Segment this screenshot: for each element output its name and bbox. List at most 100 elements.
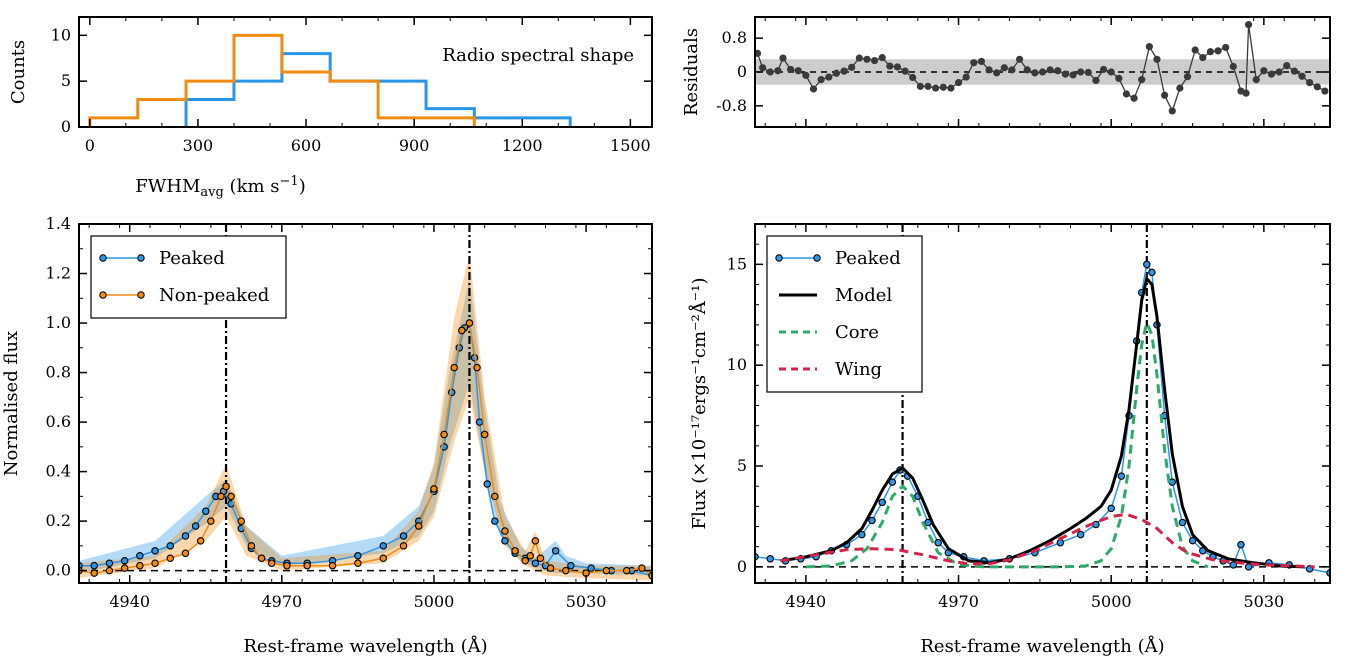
- y-tick-label: 10: [51, 25, 71, 44]
- resid-point: [766, 68, 774, 76]
- flux-point-peaked: [868, 516, 876, 525]
- x-tick-label: 600: [291, 136, 322, 155]
- flux-point-peaked: [1107, 504, 1115, 513]
- resid-point: [1023, 66, 1031, 74]
- legend-label-peaked: Peaked: [159, 248, 225, 269]
- norm-point-non_peaked: [207, 517, 215, 525]
- hist-xlabel: FWHMavg (km s−1): [135, 174, 305, 200]
- resid-point: [1252, 76, 1260, 84]
- resid-point: [755, 49, 762, 57]
- norm-band-peaked: [79, 278, 652, 576]
- resid-point: [863, 55, 871, 63]
- x-tick-label: 4970: [938, 592, 979, 611]
- flux-point-peaked: [1229, 561, 1238, 569]
- norm-point-non_peaked: [562, 566, 570, 575]
- resid-point: [993, 69, 1001, 77]
- resid-point: [1092, 76, 1100, 85]
- norm-point-non_peaked: [181, 549, 190, 558]
- y-tick-label: 0: [737, 62, 747, 81]
- flux-point-peaked: [1056, 538, 1065, 547]
- norm-point-non_peaked: [536, 554, 545, 562]
- norm-point-non_peaked: [430, 485, 438, 493]
- resid-point: [954, 78, 963, 87]
- resid-point: [1313, 83, 1321, 91]
- resid-point: [985, 66, 993, 74]
- norm-point-peaked: [475, 418, 484, 426]
- norm-point-peaked: [483, 480, 491, 488]
- norm-point-non_peaked: [217, 492, 225, 501]
- resid-point: [1267, 70, 1276, 78]
- norm-point-non_peaked: [120, 564, 129, 572]
- norm-point-non_peaked: [638, 564, 646, 572]
- norm-point-peaked: [531, 559, 540, 567]
- flux-point-peaked: [1148, 268, 1156, 277]
- resid-point: [779, 54, 787, 62]
- resid-point: [809, 85, 818, 93]
- legend-label-wing: Wing: [835, 359, 882, 380]
- norm-ylabel: Normalised flux: [1, 331, 22, 476]
- norm-point-non_peaked: [480, 430, 489, 439]
- resid-point: [878, 54, 886, 62]
- resid-point: [1229, 62, 1237, 71]
- y-tick-label: 0.8: [46, 363, 71, 382]
- norm-point-peaked: [587, 564, 595, 572]
- norm-point-peaked: [181, 532, 190, 540]
- flux-point-peaked: [858, 530, 866, 539]
- flux-line-wing: [780, 512, 1315, 569]
- norm-point-non_peaked: [247, 542, 256, 550]
- resid-point: [1138, 76, 1146, 84]
- norm-point-non_peaked: [473, 363, 481, 372]
- y-tick-label: 1.0: [46, 313, 71, 332]
- norm-point-peaked: [354, 552, 362, 560]
- resid-point: [840, 67, 848, 75]
- y-tick-label: 10: [727, 355, 747, 374]
- legend-marker: [99, 291, 107, 299]
- legend-label-model: Model: [835, 285, 892, 306]
- norm-ticks: 4940 4970 5000 5030 0.0 0.2 0.4 0.6 0.8 1.0 1.2 1.4: [46, 214, 652, 611]
- norm-point-peaked: [90, 561, 98, 570]
- norm-point-peaked: [399, 532, 408, 540]
- resid-point: [1161, 91, 1169, 99]
- resid-point: [1038, 68, 1047, 76]
- norm-point-non_peaked: [227, 492, 235, 501]
- norm-point-non_peaked: [465, 319, 474, 327]
- resid-point: [893, 63, 902, 71]
- resid-point: [1290, 67, 1298, 75]
- legend-marker: [137, 254, 145, 262]
- legend-marker: [99, 254, 107, 262]
- resid-point: [848, 63, 856, 71]
- norm-point-non_peaked: [196, 537, 205, 545]
- xlabel-sup: −1: [280, 174, 299, 189]
- norm-point-non_peaked: [267, 559, 276, 567]
- legend-label-non_peaked: Non-peaked: [159, 285, 269, 306]
- resid-point: [825, 73, 833, 81]
- resid-point: [817, 76, 825, 84]
- flux-ylabel: Flux (×10⁻¹⁷ergs⁻¹cm⁻²Å⁻¹): [688, 278, 710, 530]
- resid-point: [1244, 21, 1253, 29]
- norm-point-non_peaked: [136, 561, 144, 570]
- xlabel-sub: avg: [200, 185, 223, 200]
- resid-point: [1168, 107, 1176, 115]
- resid-point: [1099, 65, 1108, 74]
- norm-point-non_peaked: [105, 566, 114, 575]
- norm-point-non_peaked: [166, 554, 175, 562]
- norm-point-non_peaked: [399, 542, 408, 550]
- resid-point: [947, 84, 955, 92]
- flux-point-peaked: [1188, 536, 1197, 545]
- flux-line-core: [805, 317, 1209, 569]
- legend-label-peaked: Peaked: [835, 248, 901, 269]
- resid-point: [870, 56, 879, 65]
- resid-point: [909, 73, 917, 82]
- norm-plot: [79, 224, 652, 583]
- norm-point-non_peaked: [414, 522, 423, 530]
- xlabel-main: FWHM: [135, 176, 200, 197]
- xlabel-units: (km s: [224, 176, 280, 197]
- resid-point: [1222, 43, 1230, 52]
- resid-point: [1242, 89, 1250, 97]
- norm-point-non_peaked: [491, 492, 499, 501]
- resid-point: [1283, 62, 1291, 70]
- resid-point: [1122, 90, 1131, 98]
- norm-point-non_peaked: [328, 561, 337, 570]
- resid-point: [855, 54, 863, 62]
